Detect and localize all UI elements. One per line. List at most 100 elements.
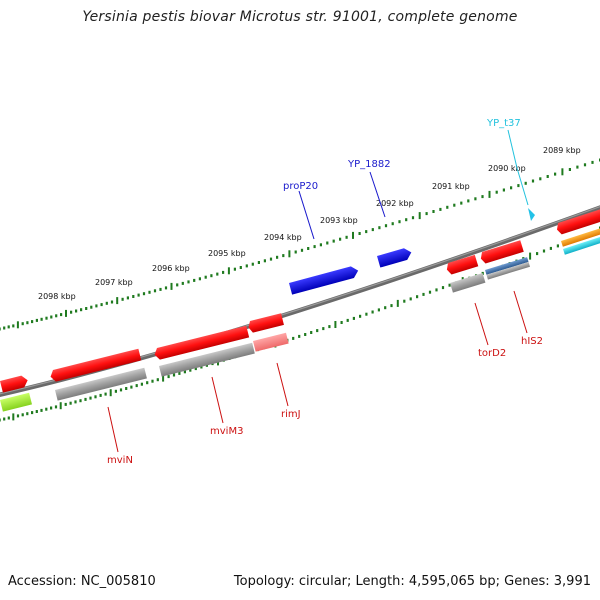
inner-scale-minor-tick [167, 375, 170, 379]
outer-scale-major-tick [418, 212, 421, 220]
outer-scale-minor-tick [313, 245, 316, 249]
inner-scale-minor-tick [409, 297, 412, 301]
feature-torD2-gray[interactable] [450, 273, 486, 293]
outer-scale-minor-tick [70, 310, 73, 314]
inner-scale-minor-tick [26, 412, 29, 416]
outer-scale-major-tick [352, 231, 354, 239]
label-YP_1882[interactable]: YP_1882 [347, 159, 391, 170]
label-leaders [107, 129, 529, 453]
label-rimJ[interactable]: rimJ [281, 409, 301, 420]
outer-scale-minor-tick [453, 203, 456, 207]
inner-scale-minor-tick [125, 387, 128, 390]
outer-scale-minor-tick [45, 316, 48, 320]
outer-scale-major-tick [16, 321, 19, 329]
inner-scale-major-tick [334, 321, 337, 328]
label-hIS2[interactable]: hIS2 [521, 336, 543, 347]
outer-scale-minor-tick [26, 321, 29, 325]
outer-scale-minor-tick [391, 222, 394, 226]
feature-rimJ-light[interactable] [253, 332, 289, 352]
inner-scale-minor-tick [119, 388, 123, 392]
outer-scale-minor-tick [546, 175, 549, 178]
outer-scale-minor-tick [0, 327, 1, 331]
feature-left-red[interactable] [0, 374, 29, 393]
scale-label-2091: 2091 kbp [432, 182, 470, 191]
inner-scale-major-tick [12, 413, 15, 421]
feature-right-cyan[interactable] [563, 234, 600, 255]
outer-scale-minor-tick [439, 207, 442, 211]
label-torD2[interactable]: torD2 [478, 348, 506, 359]
inner-scale-major-tick [109, 389, 112, 397]
outer-scale-minor-tick [365, 230, 368, 234]
inner-scale-minor-tick [183, 370, 186, 374]
outer-scale-minor-tick [80, 308, 83, 312]
gene-labels: proP20 YP_1882 YP_t37 mviN mviM3 rimJ to… [107, 118, 543, 466]
outer-scale-minor-tick [568, 168, 571, 171]
outer-scale-minor-tick [446, 205, 449, 209]
outer-scale-minor-tick [60, 313, 63, 317]
label-mviM3[interactable]: mviM3 [210, 426, 243, 437]
outer-scale-major-tick [116, 297, 119, 305]
inner-scale-major-tick [162, 374, 165, 382]
outer-scale-minor-tick [55, 314, 58, 318]
outer-scale-minor-tick [257, 261, 260, 264]
inner-scale-minor-tick [45, 407, 48, 411]
outer-scale-major-tick [65, 309, 67, 317]
outer-scale-minor-tick [245, 264, 248, 268]
label-mviN[interactable]: mviN [107, 455, 133, 466]
scale-label-2096: 2096 kbp [152, 264, 190, 273]
outer-scale-minor-tick [294, 250, 297, 254]
scale-label-2090: 2090 kbp [488, 164, 526, 173]
inner-scale-minor-tick [89, 396, 92, 400]
feature-mviN-gray[interactable] [54, 367, 147, 401]
inner-scale-minor-tick [69, 401, 72, 405]
feature-hIS2-steel[interactable] [485, 257, 531, 280]
inner-scale-minor-tick [328, 325, 331, 329]
inner-scale-minor-tick [104, 392, 107, 396]
outer-scale-minor-tick [282, 254, 285, 258]
inner-scale-minor-tick [359, 314, 362, 318]
inner-scale-minor-tick [99, 393, 102, 397]
inner-scale-minor-tick [377, 308, 380, 312]
label-YP_t37[interactable]: YP_t37 [486, 118, 521, 129]
outer-scale-minor-tick [378, 226, 381, 230]
feature-YP_1882[interactable] [377, 247, 413, 268]
inner-scale-minor-tick [84, 397, 87, 401]
scale-label-2098: 2098 kbp [38, 292, 76, 301]
outer-scale-minor-tick [187, 280, 190, 284]
outer-scale-minor-tick [233, 267, 236, 271]
feature-mviM3[interactable] [153, 325, 250, 361]
inner-scale-minor-tick [556, 244, 559, 248]
inner-scale-minor-tick [3, 417, 6, 421]
inner-scale-minor-tick [448, 283, 451, 287]
label-proP20[interactable]: proP20 [283, 181, 318, 192]
outer-scale-minor-tick [21, 322, 24, 326]
inner-scale-minor-tick [346, 318, 349, 322]
outer-scale-minor-tick [164, 286, 168, 290]
outer-scale-ticks [0, 158, 600, 331]
feature-hIS2[interactable] [479, 240, 524, 264]
feature-proP20[interactable] [289, 265, 360, 295]
feature-left-lime[interactable] [0, 392, 33, 412]
inner-scale-minor-tick [50, 406, 53, 410]
inner-scale-minor-tick [54, 405, 58, 409]
outer-scale-minor-tick [411, 216, 415, 220]
inner-scale-minor-tick [322, 327, 325, 331]
feature-YP_t37[interactable] [528, 208, 535, 221]
inner-scale-minor-tick [146, 381, 149, 385]
blue-features [289, 208, 535, 295]
outer-scale-minor-tick [339, 237, 342, 241]
feature-mviN[interactable] [49, 348, 142, 383]
outer-scale-major-tick [488, 190, 491, 198]
inner-scale-minor-tick [441, 286, 445, 290]
inner-scale-minor-tick [31, 411, 34, 415]
feature-right-orange[interactable] [561, 226, 600, 247]
inner-scale-minor-tick [16, 414, 20, 418]
feature-torD2[interactable] [445, 254, 479, 276]
feature-mviM3-gray[interactable] [159, 342, 255, 377]
outer-scale-minor-tick [176, 283, 179, 287]
inner-scale-minor-tick [542, 249, 546, 253]
outer-scale-minor-tick [576, 165, 579, 169]
feature-right-red[interactable] [555, 207, 600, 236]
feature-rimJ[interactable] [247, 313, 284, 333]
genome-title: Yersinia pestis biovar Microtus str. 910… [82, 9, 518, 25]
